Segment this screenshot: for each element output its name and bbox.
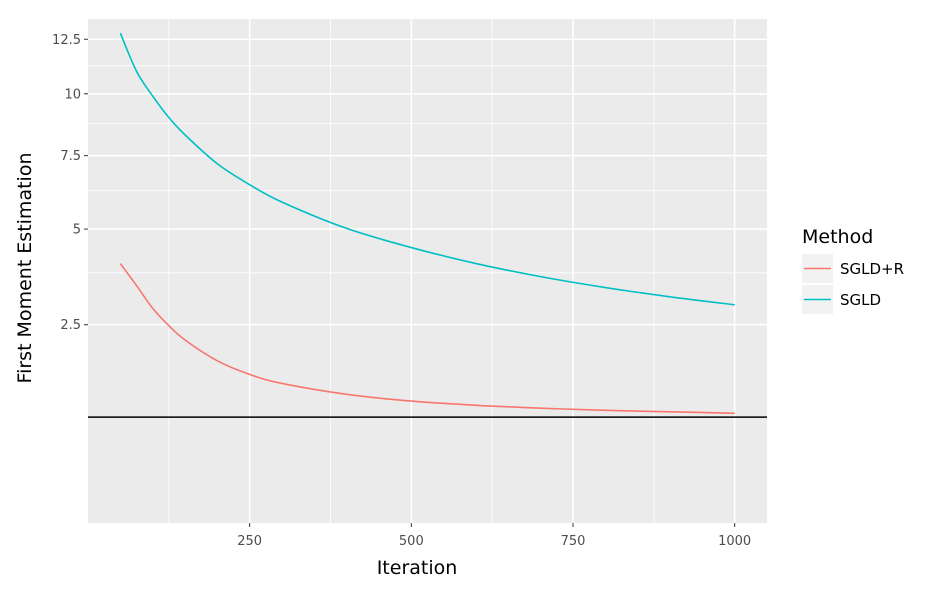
series-layer bbox=[119, 32, 735, 415]
legend-label: SGLD+R bbox=[840, 260, 904, 278]
x-tick-label: 500 bbox=[399, 534, 424, 549]
y-tick-label: 5 bbox=[73, 223, 81, 238]
series-line-sgld bbox=[119, 32, 735, 306]
grid-minor bbox=[88, 19, 767, 523]
y-axis: 2.5 5 7.5 10 12.5 bbox=[52, 33, 88, 333]
x-axis-title: Iteration bbox=[377, 557, 458, 579]
y-tick-label: 2.5 bbox=[60, 318, 81, 333]
plot-panel bbox=[88, 19, 767, 523]
grid-major bbox=[88, 19, 767, 523]
x-tick-label: 750 bbox=[561, 534, 586, 549]
x-tick-label: 1000 bbox=[718, 534, 751, 549]
legend-label: SGLD bbox=[840, 291, 881, 309]
x-tick-label: 250 bbox=[237, 534, 262, 549]
y-axis-title: First Moment Estimation bbox=[14, 153, 36, 384]
legend: Method SGLD+R SGLD bbox=[802, 226, 904, 314]
y-tick-label: 7.5 bbox=[60, 149, 81, 164]
legend-title: Method bbox=[802, 226, 873, 248]
series-line-sgld-r bbox=[119, 263, 735, 415]
y-tick-label: 12.5 bbox=[52, 33, 81, 48]
y-tick-label: 10 bbox=[64, 87, 81, 102]
x-axis: 250 500 750 1000 bbox=[237, 523, 751, 549]
